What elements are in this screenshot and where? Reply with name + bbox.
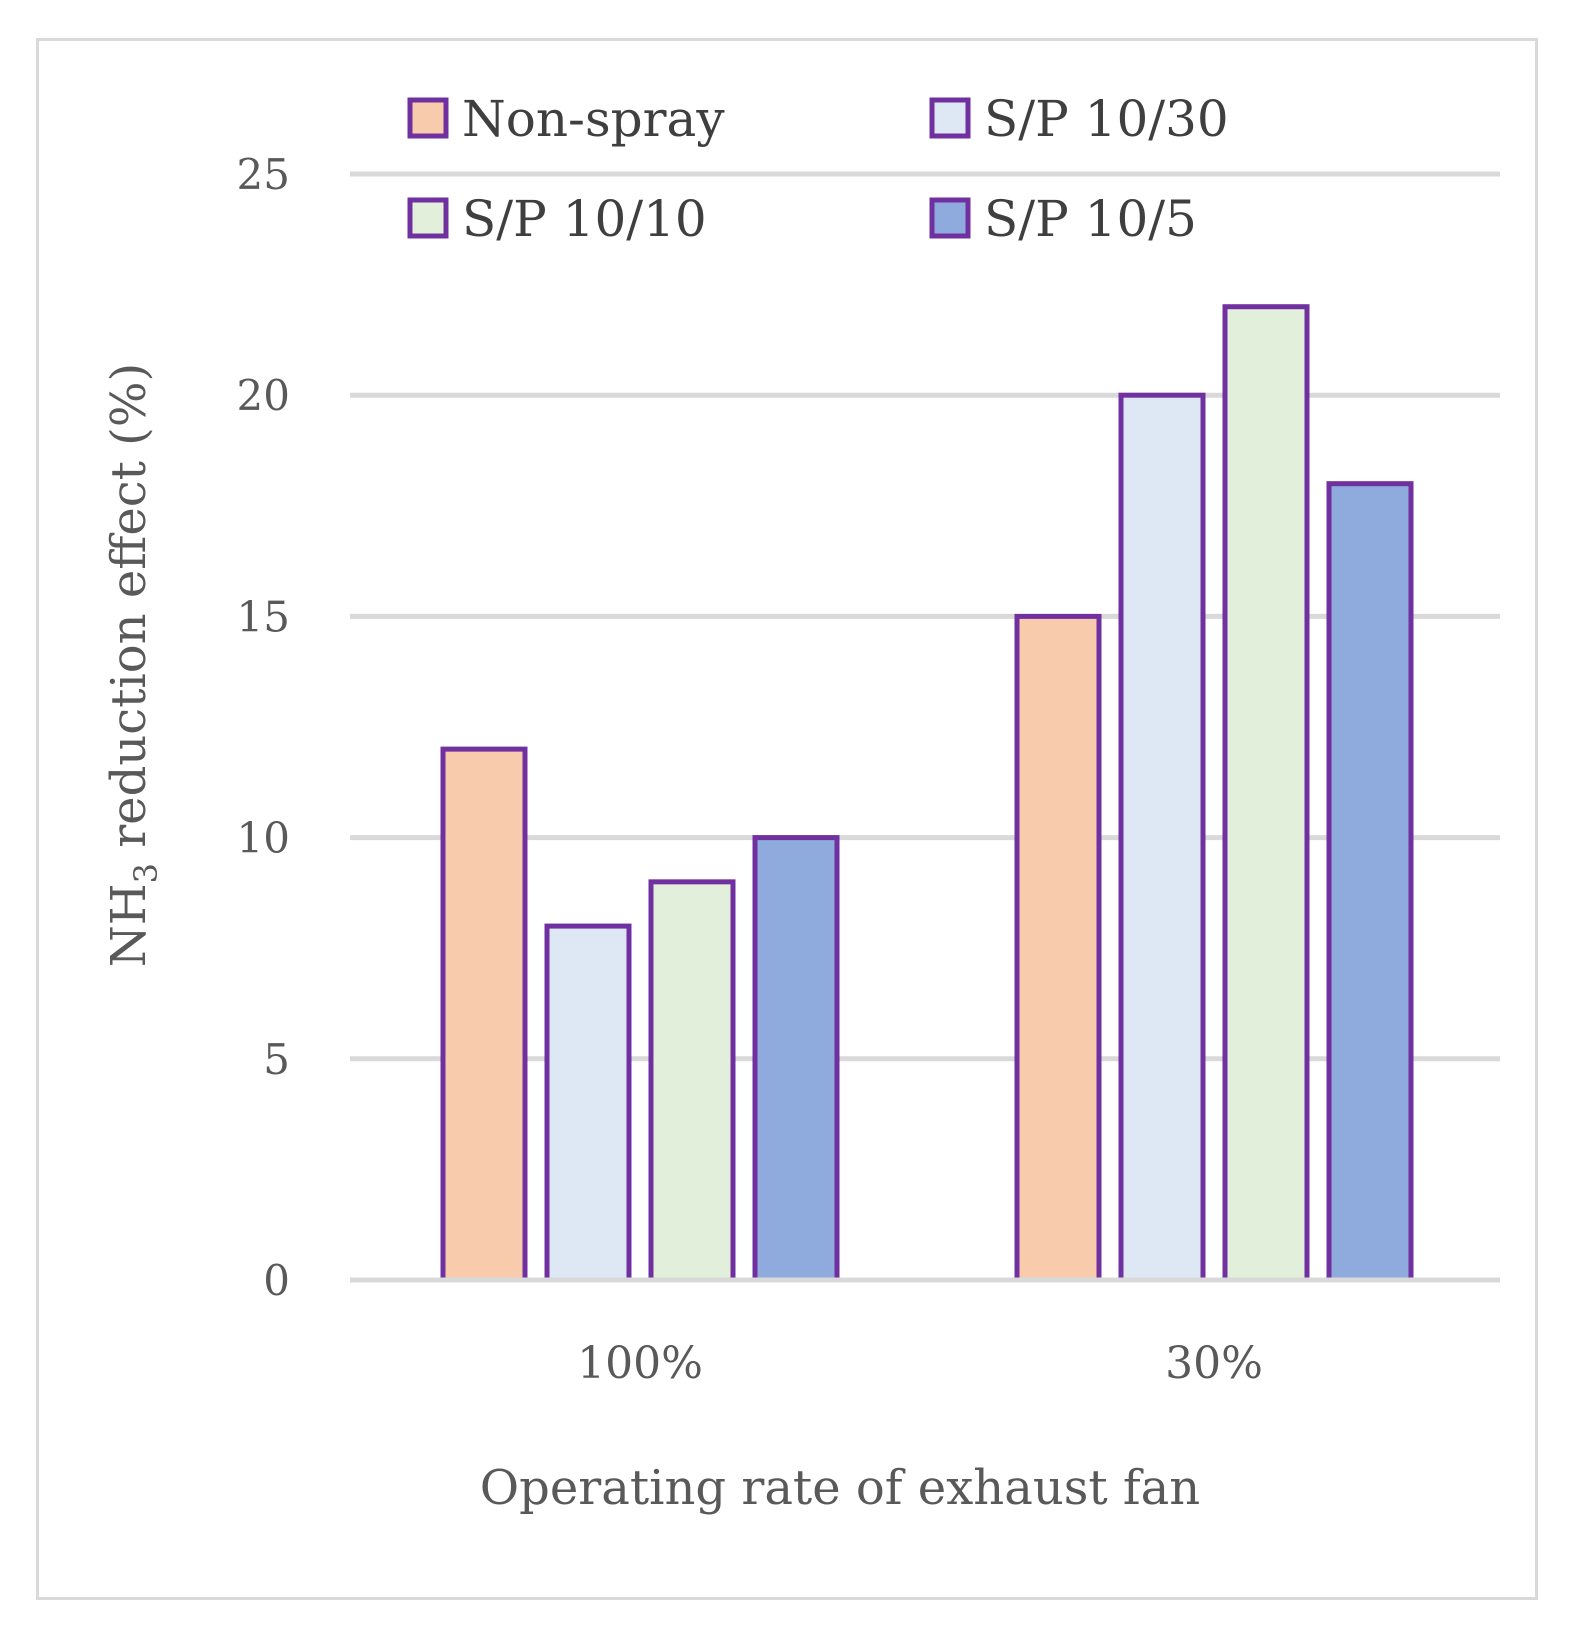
bar bbox=[752, 835, 840, 1283]
x-tick-label: 30% bbox=[1165, 1338, 1263, 1389]
bar bbox=[440, 746, 528, 1283]
bar bbox=[1326, 481, 1414, 1283]
y-tick-label: 25 bbox=[237, 150, 290, 199]
y-tick-label: 5 bbox=[263, 1035, 290, 1084]
legend: Non-spray S/P 10/30 S/P 10/10 S/P 10/5 bbox=[407, 90, 1229, 248]
y-tick-labels: 0 5 10 15 20 25 bbox=[237, 150, 290, 1305]
y-axis-title-main: NH bbox=[101, 883, 157, 967]
y-tick-label: 0 bbox=[263, 1256, 290, 1305]
x-tick-label: 100% bbox=[577, 1338, 703, 1389]
legend-label: S/P 10/10 bbox=[462, 190, 707, 248]
legend-swatch bbox=[407, 197, 449, 239]
bar bbox=[1222, 304, 1310, 1283]
bar bbox=[648, 879, 736, 1283]
x-axis-title: Operating rate of exhaust fan bbox=[480, 1460, 1200, 1516]
legend-swatch bbox=[929, 97, 971, 139]
legend-swatch bbox=[407, 97, 449, 139]
y-tick-label: 15 bbox=[237, 592, 290, 641]
y-tick-label: 10 bbox=[237, 814, 290, 863]
bar bbox=[544, 923, 632, 1283]
y-tick-label: 20 bbox=[237, 371, 290, 420]
x-category-labels: 100% 30% bbox=[577, 1338, 1263, 1389]
bar bbox=[1118, 392, 1206, 1283]
legend-label: Non-spray bbox=[462, 90, 725, 148]
bars bbox=[350, 304, 1500, 1283]
legend-label: S/P 10/5 bbox=[984, 190, 1197, 248]
bar bbox=[1014, 613, 1102, 1283]
y-axis-title-rest: reduction effect (%) bbox=[101, 363, 157, 863]
legend-swatch bbox=[929, 197, 971, 239]
y-axis-title: NH3 reduction effect (%) bbox=[101, 363, 165, 967]
legend-label: S/P 10/30 bbox=[984, 90, 1229, 148]
y-axis-title-subscript: 3 bbox=[127, 863, 165, 883]
